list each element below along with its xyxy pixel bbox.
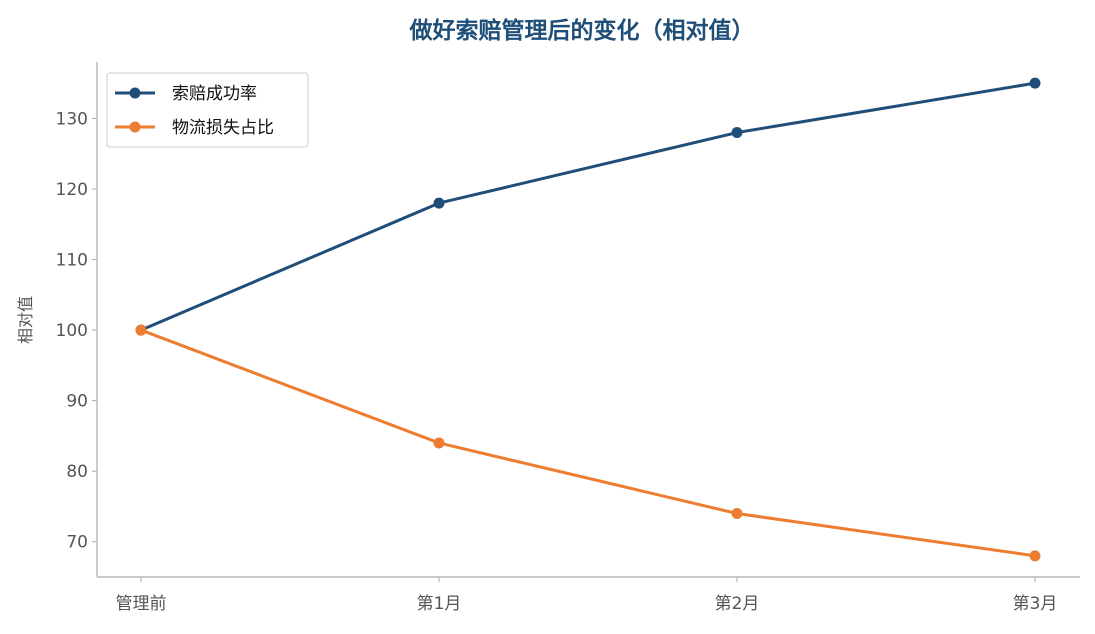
y-tick-label: 110 <box>56 251 88 271</box>
data-point <box>1029 550 1041 562</box>
x-tick-label: 第2月 <box>715 594 760 614</box>
legend-label: 物流损失占比 <box>172 118 274 138</box>
x-tick-label: 第3月 <box>1013 594 1058 614</box>
legend-item: 物流损失占比 <box>115 118 274 138</box>
y-tick-label: 80 <box>66 462 88 482</box>
chart-title: 做好索赔管理后的变化（相对值） <box>409 17 755 44</box>
legend-box <box>106 72 309 148</box>
series-group <box>135 77 1041 562</box>
data-point <box>433 437 445 449</box>
y-tick-label: 120 <box>56 180 88 200</box>
y-tick-label: 70 <box>66 533 88 553</box>
axes <box>96 62 1080 578</box>
y-tick-label: 100 <box>56 321 88 341</box>
data-point <box>1029 77 1041 89</box>
legend-label: 索赔成功率 <box>172 84 257 104</box>
data-point <box>135 324 147 336</box>
series-line <box>139 81 1037 332</box>
y-tick-label: 130 <box>56 109 88 129</box>
data-point <box>731 508 743 520</box>
y-axis-label: 相对值 <box>16 296 35 344</box>
data-point <box>433 197 445 209</box>
y-axis-ticks: 70 80 90 100 110 120 130 <box>56 109 97 553</box>
series-2 <box>135 324 1041 562</box>
series-line <box>139 328 1037 558</box>
x-axis-ticks: 管理前 第1月 第2月 第3月 <box>116 577 1058 614</box>
data-point <box>731 127 743 139</box>
legend-item: 索赔成功率 <box>115 84 257 104</box>
x-tick-label: 第1月 <box>417 594 462 614</box>
legend-marker <box>129 121 141 133</box>
legend-marker <box>129 87 141 99</box>
x-tick-label: 管理前 <box>116 594 167 614</box>
y-tick-label: 90 <box>66 392 88 412</box>
